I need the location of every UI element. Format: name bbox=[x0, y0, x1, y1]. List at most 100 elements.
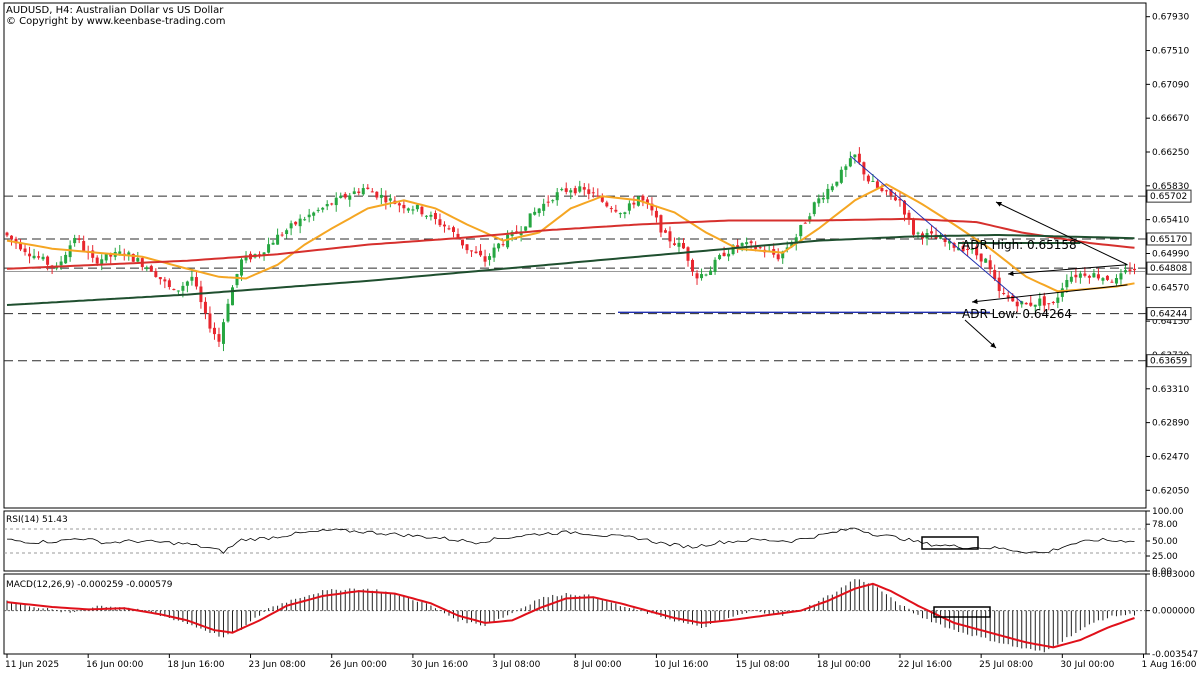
candle-body bbox=[884, 190, 888, 192]
candle-body bbox=[91, 250, 95, 258]
rsi-tick-label: 78.00 bbox=[1152, 520, 1178, 530]
candle-body bbox=[1114, 278, 1118, 284]
candle-body bbox=[14, 238, 18, 244]
candle-body bbox=[961, 246, 965, 252]
candle-body bbox=[28, 253, 32, 257]
sma_mid-line bbox=[6, 217, 1135, 270]
candle-body bbox=[722, 252, 726, 257]
candle-body bbox=[645, 199, 649, 205]
candle-body bbox=[1123, 270, 1127, 273]
candle-body bbox=[821, 197, 825, 200]
price-tick-label: 0.65830 bbox=[1152, 182, 1189, 192]
price-tick-label: 0.62890 bbox=[1152, 419, 1189, 429]
candle-body bbox=[59, 261, 63, 266]
candle-body bbox=[578, 186, 582, 192]
candle-body bbox=[208, 313, 212, 329]
candle-body bbox=[835, 181, 839, 186]
macd-title: MACD(12,26,9) -0.000259 -0.000579 bbox=[6, 580, 173, 590]
candle-body bbox=[745, 242, 749, 245]
arrow-head bbox=[972, 298, 978, 305]
candle-body bbox=[718, 255, 722, 260]
macd-signal-line bbox=[6, 582, 1135, 649]
candle-body bbox=[799, 225, 803, 237]
candle-body bbox=[10, 235, 14, 240]
time-tick-label: 18 Jul 00:00 bbox=[817, 660, 871, 670]
rsi-tick-label: 100.00 bbox=[1152, 507, 1184, 517]
candle-body bbox=[289, 223, 293, 229]
rsi-line bbox=[6, 527, 1135, 554]
time-tick-label: 3 Jul 08:00 bbox=[492, 660, 541, 670]
candle-body bbox=[1038, 298, 1042, 306]
candle-body bbox=[420, 206, 424, 215]
candle-body bbox=[406, 208, 410, 211]
candle-body bbox=[185, 281, 189, 286]
candle-body bbox=[240, 259, 244, 276]
arrow-shaft bbox=[995, 201, 1128, 266]
price-tick-label: 0.62050 bbox=[1152, 486, 1189, 496]
rsi-panel: 100.00 78.00 50.00 25.00 0.00 bbox=[4, 507, 1184, 577]
candle-body bbox=[194, 277, 198, 287]
candle-body bbox=[1029, 302, 1033, 306]
candle-body bbox=[172, 289, 176, 291]
rsi-highlight-box bbox=[921, 536, 979, 550]
macd-tick-label: -0.003547 bbox=[1152, 650, 1198, 660]
candle-body bbox=[844, 166, 848, 170]
candle-body bbox=[244, 255, 248, 261]
level-badge bbox=[1146, 232, 1192, 246]
candle-body bbox=[528, 213, 532, 228]
candle-body bbox=[127, 252, 131, 255]
panel-frame bbox=[3, 573, 1147, 655]
candle-body bbox=[948, 240, 952, 244]
candle-body bbox=[474, 251, 478, 254]
candle-body bbox=[433, 213, 437, 220]
candle-body bbox=[424, 215, 428, 217]
candle-body bbox=[727, 253, 731, 257]
candle-body bbox=[862, 162, 866, 175]
adr-high-label: ADR High: 0.65158 bbox=[962, 238, 1077, 252]
candle-body bbox=[118, 251, 122, 254]
candle-body bbox=[641, 195, 645, 201]
candle-body bbox=[131, 253, 135, 262]
time-tick-label: 16 Jun 00:00 bbox=[86, 660, 143, 670]
candle-body bbox=[1033, 304, 1037, 307]
trendline bbox=[850, 155, 1023, 303]
candle-body bbox=[456, 233, 460, 239]
candle-body bbox=[312, 212, 316, 216]
candle-body bbox=[997, 277, 1001, 292]
candle-body bbox=[672, 243, 676, 245]
candle-body bbox=[902, 200, 906, 215]
candle-body bbox=[415, 204, 419, 210]
candle-body bbox=[375, 191, 379, 198]
time-tick-label: 26 Jun 00:00 bbox=[330, 660, 387, 670]
level-badge bbox=[1146, 354, 1192, 368]
candle-body bbox=[537, 208, 541, 214]
copyright-label: © Copyright by www.keenbase-trading.com bbox=[6, 16, 226, 27]
candle-body bbox=[1051, 302, 1055, 304]
candle-body bbox=[316, 209, 320, 211]
candle-body bbox=[889, 189, 893, 196]
candle-body bbox=[470, 250, 474, 252]
candle-body bbox=[654, 210, 658, 218]
candle-body bbox=[1060, 288, 1064, 297]
candle-body bbox=[939, 237, 943, 239]
candle-body bbox=[781, 251, 785, 259]
candle-body bbox=[839, 169, 843, 183]
candle-body bbox=[235, 274, 239, 286]
level-label: 0.64808 bbox=[1150, 264, 1187, 274]
candle-body bbox=[384, 196, 388, 203]
candle-body bbox=[1128, 269, 1132, 272]
candle-body bbox=[700, 274, 704, 279]
candle-body bbox=[695, 273, 699, 279]
candle-body bbox=[1069, 276, 1073, 282]
candle-body bbox=[731, 245, 735, 255]
candle-body bbox=[348, 195, 352, 200]
candle-body bbox=[609, 208, 613, 210]
price-tick-label: 0.66670 bbox=[1152, 114, 1189, 124]
candle-body bbox=[794, 237, 798, 244]
arrow-head bbox=[990, 342, 996, 348]
candle-body bbox=[600, 196, 604, 202]
candle-body bbox=[826, 188, 830, 200]
candle-body bbox=[276, 234, 280, 245]
candle-body bbox=[1132, 268, 1136, 271]
candle-body bbox=[190, 276, 194, 281]
